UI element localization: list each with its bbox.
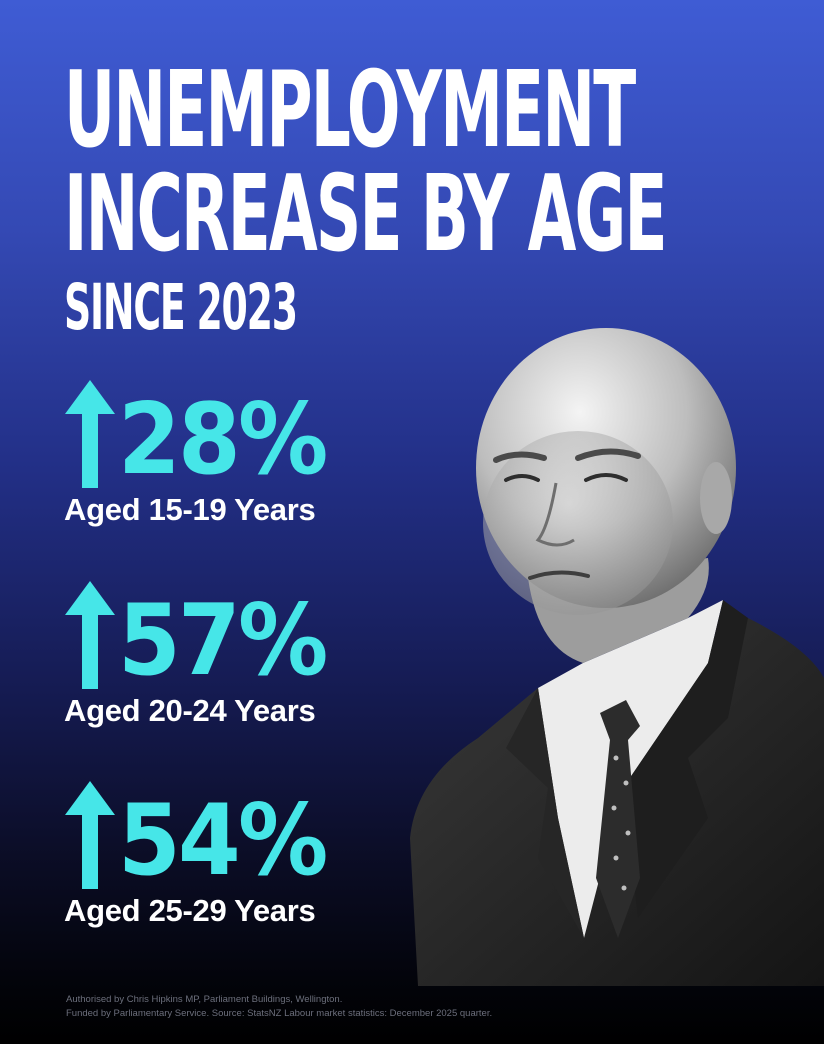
- headline-line-1: UNEMPLOYMENT: [64, 49, 636, 171]
- stat-value: 28%: [118, 383, 328, 497]
- up-arrow-icon: [65, 380, 115, 488]
- stat-label: Aged 20-24 Years: [64, 693, 316, 728]
- stat-value: 54%: [118, 784, 328, 898]
- footer: Authorised by Chris Hipkins MP, Parliame…: [66, 993, 492, 1021]
- stat-row: 28%: [64, 372, 344, 497]
- up-arrow-icon: [65, 581, 115, 689]
- stat-label: Aged 15-19 Years: [64, 492, 316, 527]
- stat-25-29: 54% Aged 25-29 Years: [64, 773, 344, 929]
- stat-label: Aged 25-29 Years: [64, 893, 316, 928]
- stat-value: 57%: [118, 584, 328, 698]
- footer-authorisation: Authorised by Chris Hipkins MP, Parliame…: [66, 994, 343, 1005]
- portrait-photo: [410, 328, 824, 986]
- stat-row: 57%: [64, 573, 344, 698]
- headline: UNEMPLOYMENT INCREASE BY AGE SINCE 2023: [64, 49, 667, 344]
- footer-source: Funded by Parliamentary Service. Source:…: [66, 1008, 493, 1019]
- stat-20-24: 57% Aged 20-24 Years: [64, 573, 344, 729]
- stat-row: 54%: [64, 773, 344, 898]
- up-arrow-icon: [65, 781, 115, 889]
- stat-15-19: 28% Aged 15-19 Years: [64, 372, 344, 528]
- headline-line-2: INCREASE BY AGE: [64, 153, 667, 275]
- headline-subtitle: SINCE 2023: [64, 271, 298, 344]
